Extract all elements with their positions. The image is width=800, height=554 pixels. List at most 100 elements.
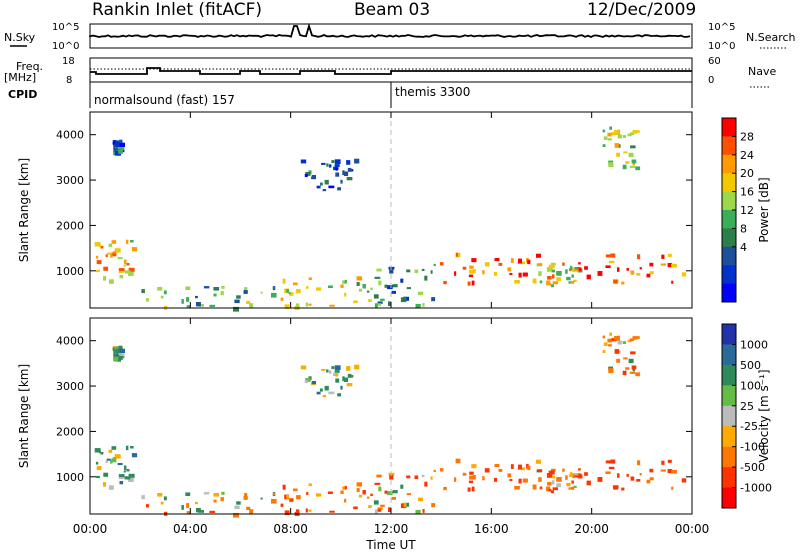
velocity-cell xyxy=(403,502,407,508)
velocity-cell xyxy=(622,370,627,376)
power-cell xyxy=(324,179,329,185)
power-cell xyxy=(392,284,398,288)
power-cell xyxy=(316,287,322,291)
velocity-cell xyxy=(300,365,307,370)
velocity-cell xyxy=(221,491,225,495)
power-cell xyxy=(424,275,428,281)
velocity-cell xyxy=(131,453,138,458)
power-cell xyxy=(272,287,276,290)
power-cell xyxy=(326,163,329,167)
velocity-cell xyxy=(111,458,117,463)
velocity-cell xyxy=(320,388,323,392)
velocity-cell xyxy=(649,468,654,473)
power-cell xyxy=(334,164,340,167)
power-cell xyxy=(334,159,341,164)
power-cell xyxy=(521,261,525,265)
power-cell xyxy=(635,166,641,171)
velocity-cell xyxy=(422,509,425,513)
velocity-cell xyxy=(430,476,433,480)
freq-line xyxy=(90,67,692,75)
velocity-cell xyxy=(128,473,135,479)
power-cell xyxy=(377,303,382,306)
velocity-cell xyxy=(344,498,347,503)
velocity-cell xyxy=(356,488,360,492)
power-cell xyxy=(671,280,674,284)
velocity-cell xyxy=(105,460,108,464)
velocity-ylabel: Slant Range [km] xyxy=(17,364,31,468)
power-cell xyxy=(455,252,458,257)
power-cell xyxy=(368,299,372,302)
velocity-cell xyxy=(249,509,254,515)
power-cell xyxy=(439,262,444,266)
power-cell xyxy=(203,286,210,289)
velocity-cell xyxy=(344,485,347,490)
y-tick-label: 2000 xyxy=(56,219,84,232)
power-cell xyxy=(389,268,394,274)
velocity-cell xyxy=(246,506,251,510)
power-cell xyxy=(510,258,514,263)
velocity-cell xyxy=(607,344,612,347)
power-cell xyxy=(574,267,581,271)
velocity-cell xyxy=(347,373,352,378)
velocity-cell xyxy=(321,368,326,371)
power-cell xyxy=(622,135,626,138)
velocity-cell xyxy=(95,475,100,479)
velocity-cell xyxy=(546,486,551,492)
power-cell xyxy=(430,270,433,274)
velocity-cell xyxy=(220,497,224,502)
power-cell xyxy=(196,302,201,307)
power-cell xyxy=(249,303,254,309)
velocity-cell xyxy=(346,383,353,387)
power-cell xyxy=(305,171,311,176)
power-cell xyxy=(347,167,352,172)
power-cell xyxy=(630,145,636,149)
velocity-cell xyxy=(362,490,366,495)
power-cell xyxy=(125,239,129,245)
velocity-cell xyxy=(392,490,398,494)
power-cell xyxy=(119,142,125,147)
power-cell xyxy=(556,277,561,282)
velocity-cell xyxy=(366,496,370,499)
power-cell xyxy=(246,300,251,304)
power-cell xyxy=(295,303,300,308)
power-cell xyxy=(123,259,127,264)
velocity-cell xyxy=(527,465,531,471)
power-cell xyxy=(157,287,163,291)
power-cell xyxy=(335,172,340,177)
power-cell xyxy=(353,300,358,304)
x-tick-label: 16:00 xyxy=(474,522,509,536)
power-cell xyxy=(608,162,614,168)
colorbar-swatch xyxy=(722,283,736,303)
power-cell xyxy=(111,240,117,244)
velocity-cell xyxy=(494,464,500,468)
power-cell xyxy=(646,273,651,278)
velocity-cell xyxy=(556,477,562,482)
power-cell xyxy=(639,267,642,270)
beam-label: Beam 03 xyxy=(354,0,430,20)
velocity-cell xyxy=(455,458,461,464)
power-cell xyxy=(617,134,622,139)
power-cell xyxy=(344,171,349,176)
velocity-cell xyxy=(439,468,444,472)
nave-tick-high: 60 xyxy=(708,56,721,67)
power-cell xyxy=(282,278,286,284)
power-cell xyxy=(146,298,149,302)
power-cell xyxy=(462,266,467,270)
velocity-cell xyxy=(334,370,340,373)
nsearch-tick-high: 10^5 xyxy=(708,22,735,33)
power-cell xyxy=(613,279,618,284)
velocity-cell xyxy=(625,367,630,370)
velocity-cell xyxy=(100,452,104,455)
velocity-cell xyxy=(649,477,654,481)
power-cell xyxy=(110,253,113,258)
nave-label: Nave xyxy=(748,65,776,78)
velocity-cell xyxy=(608,466,615,470)
velocity-cell xyxy=(119,353,125,357)
power-cell xyxy=(391,290,396,294)
velocity-cell xyxy=(374,509,378,514)
velocity-cell xyxy=(384,490,388,494)
velocity-cell xyxy=(289,498,294,502)
power-cell xyxy=(548,264,555,269)
power-cell xyxy=(636,130,640,133)
velocity-cell xyxy=(342,376,345,382)
